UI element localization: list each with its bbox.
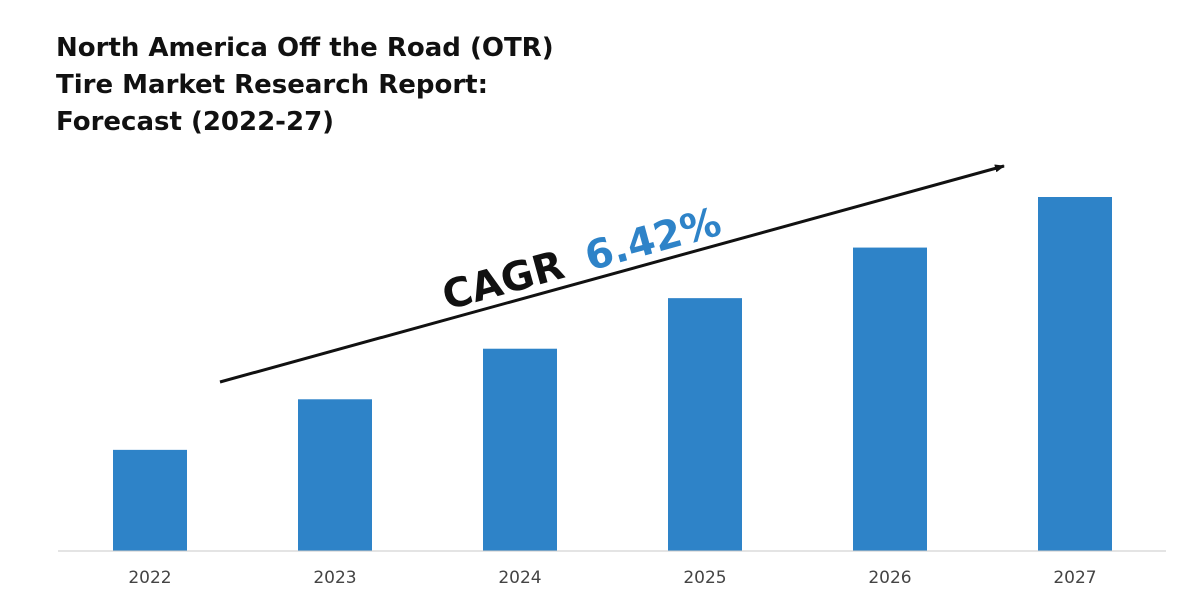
bar-2022 xyxy=(113,449,187,551)
chart-title: North America Off the Road (OTR) Tire Ma… xyxy=(56,30,554,141)
chart-title-line-3: Forecast (2022-27) xyxy=(56,107,335,137)
x-tick-label-2026: 2026 xyxy=(868,568,911,588)
x-tick-label-2025: 2025 xyxy=(683,568,726,588)
bar-2027 xyxy=(1038,197,1112,551)
x-tick-label-2022: 2022 xyxy=(128,568,171,588)
x-tick-label-2023: 2023 xyxy=(313,568,356,588)
x-tick-labels: 2022 2023 2024 2025 2026 2027 xyxy=(128,568,1096,588)
cagr-trend-arrow xyxy=(219,164,1005,384)
chart-title-line-2: Tire Market Research Report: xyxy=(56,70,488,100)
bars-group xyxy=(113,197,1112,552)
cagr-value: 6.42% xyxy=(580,199,726,280)
bar-2025 xyxy=(668,298,742,551)
chart-title-line-1: North America Off the Road (OTR) xyxy=(56,33,554,63)
x-tick-label-2024: 2024 xyxy=(498,568,541,588)
cagr-prefix: CAGR xyxy=(437,242,569,319)
bar-2026 xyxy=(853,247,927,552)
bar-2024 xyxy=(483,348,557,551)
bar-2023 xyxy=(298,399,372,551)
x-tick-label-2027: 2027 xyxy=(1053,568,1096,588)
